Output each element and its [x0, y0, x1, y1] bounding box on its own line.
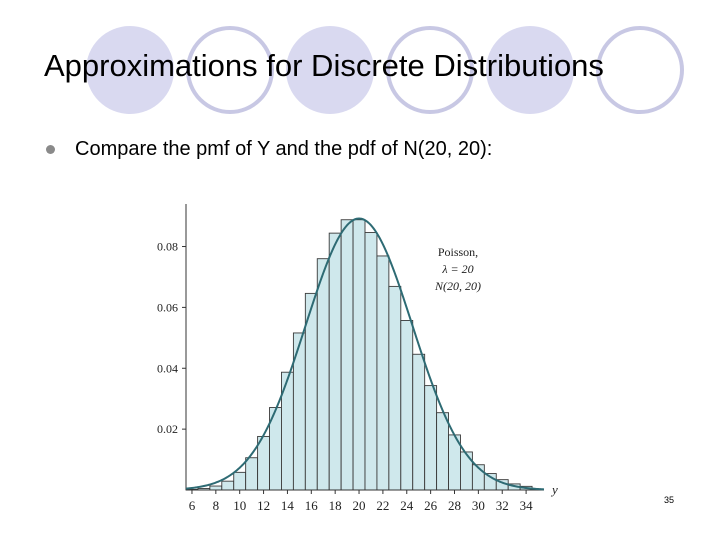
histogram-bar: [436, 412, 449, 491]
x-tick-label: 14: [281, 498, 295, 513]
x-tick-label: 8: [213, 498, 220, 513]
normal-curve: [185, 217, 545, 491]
title-circle-0: [86, 26, 174, 114]
bullet-item: Compare the pmf of Y and the pdf of N(20…: [46, 134, 492, 164]
histogram-bar: [412, 353, 426, 491]
annotation-lambda: λ = 20: [441, 262, 473, 276]
histogram-bar: [340, 219, 354, 491]
histogram-bar: [400, 320, 414, 491]
x-tick-label: 26: [424, 498, 438, 513]
title-circle-4: [486, 26, 574, 114]
x-tick-label: 10: [233, 498, 246, 513]
y-tick-label: 0.06: [157, 300, 178, 314]
title-ring-5: [596, 26, 684, 114]
x-tick-label: 22: [376, 498, 389, 513]
poisson-normal-chart: 6 8 10 12 14 16 18 20 22 24 26 28 30 32 34 y 0.02 0.04 0.0…: [157, 204, 558, 513]
title-ring-3: [386, 26, 474, 114]
x-tick-label: 16: [305, 498, 319, 513]
x-tick-label: 6: [189, 498, 196, 513]
histogram-bar: [364, 232, 378, 491]
histogram-bar: [328, 232, 342, 491]
y-tick-label: 0.04: [157, 361, 178, 375]
annotation-normal: N(20, 20): [434, 279, 481, 293]
histogram-bar: [376, 255, 390, 491]
page-number: 35: [664, 495, 675, 505]
bullet-dot-icon: [46, 144, 55, 154]
histogram-bar: [233, 471, 247, 491]
x-tick-label: 34: [520, 498, 534, 513]
histogram-bar: [352, 219, 366, 491]
x-tick-label: 30: [472, 498, 485, 513]
x-axis-label: y: [550, 482, 558, 497]
x-tick-label: 24: [400, 498, 414, 513]
x-tick-label: 12: [257, 498, 270, 513]
title-ring-1: [186, 26, 274, 114]
x-tick-label: 18: [329, 498, 342, 513]
histogram-bar: [245, 457, 259, 491]
histogram-bar: [424, 385, 438, 491]
x-tick-label: 20: [353, 498, 366, 513]
histogram-bar: [257, 435, 270, 491]
x-tick-label: 32: [496, 498, 509, 513]
title-decoration: [86, 26, 684, 114]
histogram-bar: [316, 258, 330, 491]
slide-title: Approximations for Discrete Distribution…: [44, 48, 604, 83]
y-tick-label: 0.02: [157, 422, 178, 436]
histogram-bar: [221, 480, 235, 491]
annotation-poisson: Poisson,: [438, 245, 478, 259]
title-circle-2: [286, 26, 374, 114]
histogram-bar: [460, 451, 473, 491]
histogram-bar: [209, 485, 223, 491]
y-tick-label: 0.08: [157, 240, 178, 254]
bullet-text: Compare the pmf of Y and the pdf of N(20…: [75, 137, 493, 160]
x-tick-label: 28: [448, 498, 461, 513]
histogram-bar: [388, 285, 402, 491]
